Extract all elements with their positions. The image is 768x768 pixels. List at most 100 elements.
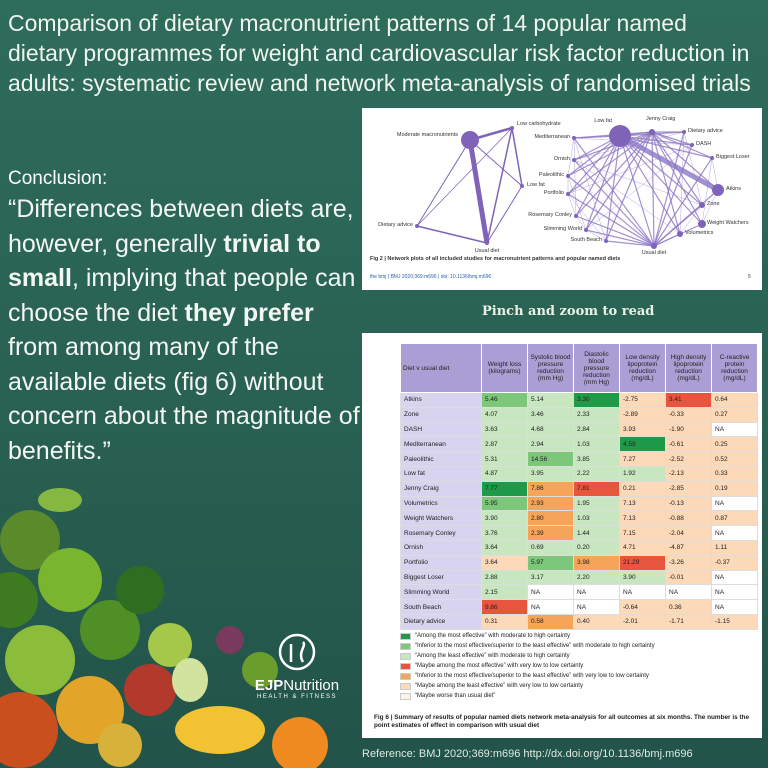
table-cell: 4.59 <box>619 436 666 453</box>
node-label: Jenny Craig <box>646 116 675 122</box>
legend-swatch <box>400 672 411 680</box>
network-edge <box>651 131 713 159</box>
network-node <box>690 143 694 147</box>
table-cell: 2.94 <box>527 436 574 453</box>
network-edge <box>619 135 713 159</box>
node-label: Biggest Loser <box>716 154 750 160</box>
node-label: Dietary advice <box>688 128 723 134</box>
node-label: Paleolithic <box>539 172 564 178</box>
network-edge <box>651 131 693 146</box>
network-edge <box>651 131 655 247</box>
table-cell: 2.87 <box>481 436 528 453</box>
table-row: Rosemary Conley 3.76 2.39 1.44 7.15 -2.04 NA <box>400 525 758 541</box>
network-node <box>699 202 705 208</box>
network-edge <box>567 193 577 217</box>
table-cell: 5.14 <box>527 392 574 408</box>
network-caption: Fig 2 | Network plots of all included st… <box>370 256 620 262</box>
table-cell: NA <box>619 584 666 601</box>
table-cell: -1.71 <box>665 613 712 630</box>
node-label: Low carbohydrate <box>517 121 561 127</box>
network-edge <box>651 131 703 206</box>
legend-item: “Maybe worse than usual diet” <box>400 691 655 701</box>
table-row: Weight Watchers 3.90 2.80 1.03 7.13 -0.88 0.87 <box>400 510 758 527</box>
table-cell: 1.03 <box>573 436 620 453</box>
table-cell: 3.98 <box>573 554 620 571</box>
network-edge <box>573 137 577 217</box>
node-label: South Beach <box>571 237 603 243</box>
diet-name: Dietary advice <box>400 613 482 630</box>
table-cell: -2.89 <box>619 406 666 423</box>
network-edge <box>651 131 719 191</box>
network-edge <box>416 139 471 227</box>
network-node <box>574 214 578 218</box>
network-edge <box>619 135 703 225</box>
table-cell: -1.90 <box>665 421 712 438</box>
network-node <box>461 131 479 149</box>
quote: “Differences between diets are, however,… <box>8 192 366 468</box>
table-cell: 0.33 <box>711 465 758 482</box>
legend-swatch <box>400 642 411 650</box>
table-cell: -4.87 <box>665 539 712 556</box>
table-cell: -0.64 <box>619 599 666 615</box>
table-cell: 2.39 <box>527 525 574 541</box>
results-figure: Diet v usual diet Weight loss (kilograms)… <box>362 333 762 738</box>
table-cell: 9.86 <box>481 599 528 615</box>
network-edge <box>679 204 703 235</box>
network-node <box>415 224 419 228</box>
legend-text: “Maybe among the least effective” with v… <box>415 683 583 689</box>
table-cell: 0.27 <box>711 406 758 423</box>
network-edge <box>605 131 653 242</box>
table-cell: NA <box>527 599 574 615</box>
network-edge <box>416 127 513 227</box>
network-edge <box>653 131 685 247</box>
network-node <box>485 241 489 245</box>
network-node <box>572 158 576 162</box>
table-row: Low fat 4.87 3.95 2.22 1.92 -2.13 0.33 <box>400 465 758 482</box>
table-row: Slimming World 2.15 NA NA NA NA NA <box>400 584 758 601</box>
table-cell: 4.07 <box>481 406 528 423</box>
table-row: Ornish 3.64 0.69 0.20 4.71 -4.87 1.11 <box>400 539 758 556</box>
table-cell: 7.81 <box>573 480 620 497</box>
legend-swatch <box>400 662 411 670</box>
legend-item: “Maybe among the least effective” with v… <box>400 681 655 691</box>
node-label: Portfolio <box>544 190 564 196</box>
table-row: Dietary advice 0.31 0.58 0.40 -2.01 -1.71 -1.1… <box>400 613 758 630</box>
diet-name: DASH <box>400 421 482 438</box>
table-cell: 2.22 <box>573 465 620 482</box>
network-edge <box>573 159 655 247</box>
network-edge <box>653 157 713 247</box>
brand-bold: EJP <box>254 677 284 694</box>
network-node <box>712 184 724 196</box>
table-row: South Beach 9.86 NA NA -0.64 0.36 NA <box>400 599 758 615</box>
column-header: Diastolic blood pressure reduction (mm H… <box>573 343 620 393</box>
diet-name: Portfolio <box>400 554 482 571</box>
table-cell: 3.93 <box>619 421 666 438</box>
legend-item: “Among the least effective” with moderat… <box>400 651 655 661</box>
diet-name: Low fat <box>400 465 482 482</box>
table-cell: -1.15 <box>711 613 758 630</box>
node-label: Low fat <box>594 118 612 124</box>
logo: EJPNutrition HEALTH & FITNESS <box>232 632 362 700</box>
network-edge <box>567 131 653 195</box>
quote-emphasis: they prefer <box>184 298 314 327</box>
table-cell: 0.52 <box>711 451 758 467</box>
network-edge <box>683 131 703 206</box>
produce <box>0 488 328 768</box>
table-cell: 3.30 <box>573 392 620 408</box>
network-edge <box>575 215 655 247</box>
table-cell: 4.68 <box>527 421 574 438</box>
node-label: Low fat <box>527 182 545 188</box>
column-header: Diet v usual diet <box>400 343 482 393</box>
table-cell: NA <box>573 584 620 601</box>
network-edge <box>605 240 655 247</box>
table-cell: 1.44 <box>573 525 620 541</box>
network-node <box>566 174 570 178</box>
logo-icon <box>278 633 316 671</box>
table-cell: -2.52 <box>665 451 712 467</box>
table-cell: 2.33 <box>573 406 620 423</box>
table-cell: NA <box>573 599 620 615</box>
table-cell: 1.95 <box>573 495 620 512</box>
tagline: HEALTH & FITNESS <box>257 694 337 700</box>
table-cell: 3.76 <box>481 525 528 541</box>
table-cell: 3.46 <box>527 406 574 423</box>
